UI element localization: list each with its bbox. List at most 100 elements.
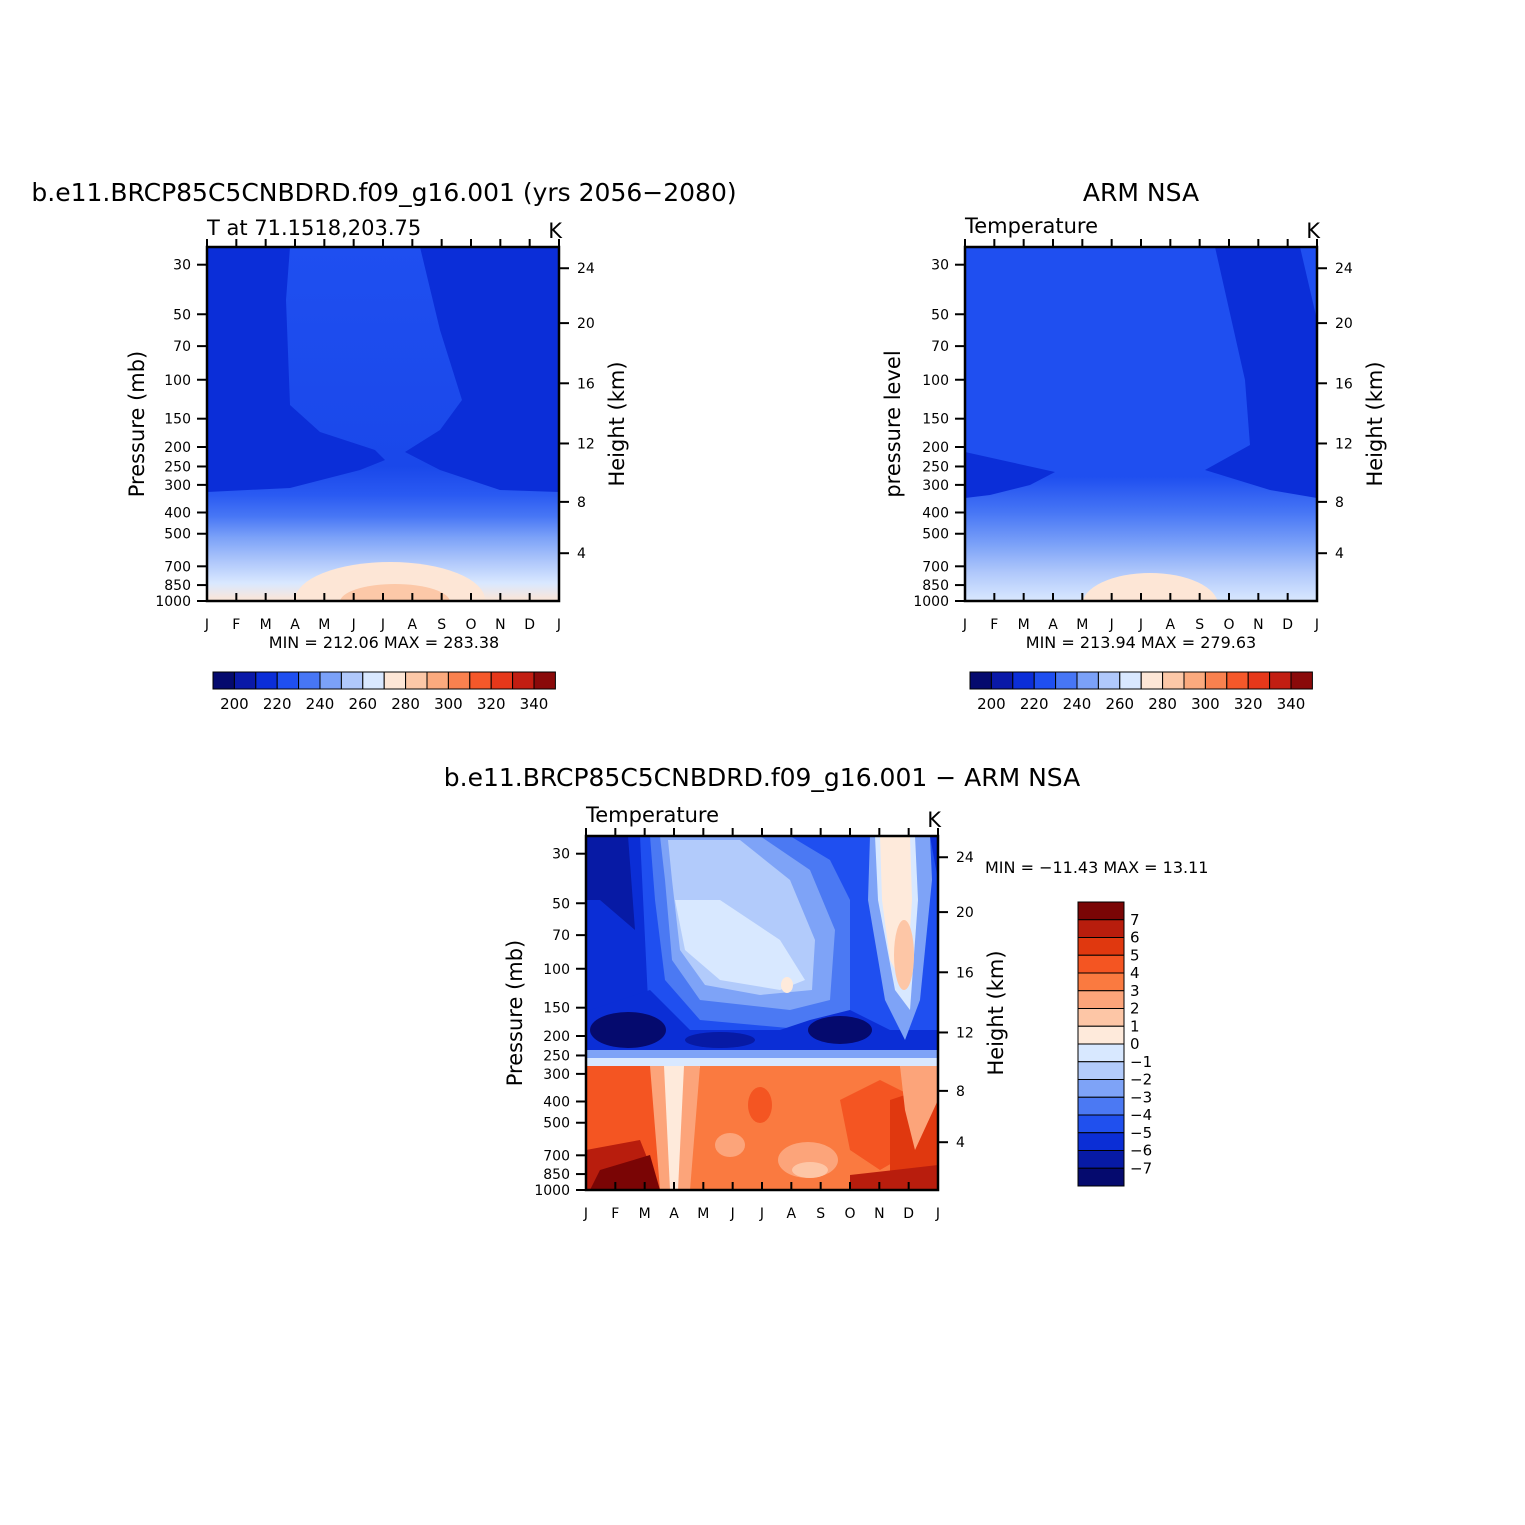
colorbar-label: 260 [348,695,377,713]
colorbar-label: 340 [1277,695,1306,713]
colorbar-swatch [1077,901,1125,921]
y2-tick-label: 12 [1335,436,1353,452]
axes: J F M A M J J A S O N D J 30 50 70 100 150 200 250 300 400 500… [913,239,1353,633]
colorbar-swatch [1077,1079,1125,1098]
colorbar-label: 320 [1234,695,1263,713]
colorbar-swatch [1055,671,1078,690]
y2-tick-label: 16 [956,965,974,981]
colorbar-swatch [1077,1132,1125,1151]
colorbar-label: −6 [1130,1142,1152,1160]
y-tick-label: 1000 [155,594,191,610]
colorbar-swatch [1162,671,1185,690]
colorbar: 200 220 240 260 280 300 320 340 [212,671,556,713]
y2-tick-label: 24 [1335,261,1353,277]
contour-field [207,247,559,601]
y-tick-label: 400 [922,506,949,522]
x-tick-label: J [1138,617,1143,633]
x-tick-label: N [874,1206,884,1222]
y-tick-label: 50 [552,896,570,912]
x-tick-label: M [697,1206,709,1222]
x-tick-label: J [1314,617,1319,633]
x-tick-label: J [935,1206,940,1222]
colorbar-swatch [362,671,385,690]
y2-tick-label: 12 [577,436,595,452]
y-tick-label: 700 [543,1148,570,1164]
colorbar-swatch [1077,1008,1125,1027]
x-tick-label: J [583,1206,588,1222]
colorbar-swatch [298,671,321,690]
colorbar-label: −2 [1130,1071,1152,1089]
y2-tick-label: 4 [1335,546,1344,562]
y-tick-label: 1000 [913,594,949,610]
x-tick-label: A [408,617,418,633]
x-tick-label: M [639,1206,651,1222]
y-tick-label: 100 [922,373,949,389]
colorbar-swatch [1183,671,1206,690]
panel-subtitle-left: Temperature [585,803,719,827]
colorbar-swatch [405,671,428,690]
difference-panel: b.e11.BRCP85C5CNBDRD.f09_g16.001 − ARM N… [444,763,1209,1222]
colorbar-swatch [1077,1025,1125,1045]
colorbar-swatch [1077,1150,1125,1169]
x-tick-label: A [669,1206,679,1222]
colorbar-label: 320 [477,695,506,713]
y-tick-label: 50 [173,307,191,323]
colorbar-swatch [1077,1167,1125,1187]
y-tick-label: 850 [922,578,949,594]
colorbar-swatch [533,671,556,690]
colorbar-label: 200 [220,695,249,713]
colorbar-swatch [1140,671,1164,690]
colorbar-label: 2 [1130,1000,1140,1018]
y-axis-label: Pressure (mb) [125,351,149,498]
y2-tick-label: 20 [577,316,595,332]
y-axis-label: pressure level [881,350,905,497]
colorbar-swatch [447,671,471,690]
colorbar-label: 280 [391,695,420,713]
colorbar-label: 1 [1130,1017,1140,1035]
x-tick-label: M [1018,617,1030,633]
x-tick-label: F [232,617,240,633]
y-tick-label: 150 [164,412,191,428]
x-tick-label: A [787,1206,797,1222]
x-tick-label: S [816,1206,825,1222]
y2-tick-label: 20 [1335,316,1353,332]
colorbar-swatch [1077,919,1125,938]
y-tick-label: 1000 [534,1183,570,1199]
colorbar-label: 4 [1130,964,1140,982]
y-tick-label: 100 [543,962,570,978]
colorbar-swatch [1290,671,1313,690]
y-tick-label: 400 [164,506,191,522]
y-tick-label: 250 [164,459,191,475]
y2-tick-label: 24 [577,261,595,277]
panel-subtitle-left: T at 71.1518,203.75 [206,216,421,240]
x-tick-label: D [903,1206,914,1222]
y-tick-label: 30 [931,258,949,274]
colorbar-swatch [1077,1061,1125,1080]
x-tick-label: J [556,617,561,633]
y-tick-label: 50 [931,307,949,323]
colorbar-label: 7 [1130,911,1140,929]
colorbar-swatch [512,671,535,690]
y-tick-label: 150 [543,1001,570,1017]
y-tick-label: 70 [173,339,191,355]
x-tick-label: O [465,617,476,633]
colorbar-label: 200 [977,695,1006,713]
colorbar-swatch [1097,671,1121,690]
x-tick-label: J [759,1206,764,1222]
x-tick-label: J [204,617,209,633]
panel-subtitle-left: Temperature [964,214,1098,238]
colorbar-swatch [990,671,1014,690]
y-tick-label: 500 [543,1116,570,1132]
colorbar-label: 240 [306,695,335,713]
panel-subtitle-units: K [548,219,563,243]
panel-subtitle-units: K [1306,219,1321,243]
colorbar-swatch [1226,671,1249,690]
y-tick-label: 700 [164,559,191,575]
min-max-stats: MIN = −11.43 MAX = 13.11 [985,858,1208,877]
x-tick-label: J [351,617,356,633]
y-tick-label: 200 [922,440,949,456]
colorbar-swatch [255,671,278,690]
x-tick-label: M [1076,617,1088,633]
y2-axis-label: Height (km) [1363,361,1387,486]
colorbar-swatch [1076,671,1099,690]
